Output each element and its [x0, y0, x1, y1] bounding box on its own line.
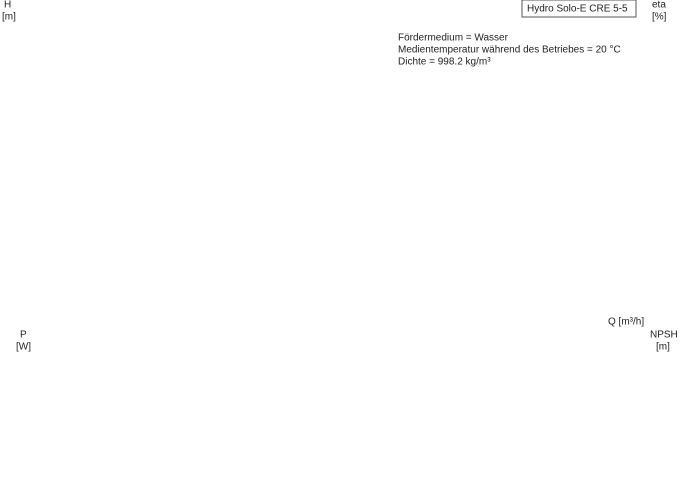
y2-axis-label: eta: [652, 0, 666, 11]
y2-axis-label: NPSH: [650, 330, 678, 341]
y-axis-label: P: [20, 330, 27, 341]
annotation: Dichte = 998.2 kg/m³: [398, 57, 491, 68]
y-axis-label: H: [4, 0, 11, 11]
annotation: Fördermedium = Wasser: [398, 33, 509, 44]
y2-axis-unit: [%]: [652, 12, 667, 23]
title-box: [521, 0, 637, 18]
annotation: Medientemperatur während des Betriebes =…: [398, 45, 621, 56]
labels: Hydro Solo-E CRE 5-5 Fördermedium = Wass…: [2, 0, 678, 353]
y2-axis-unit: [m]: [656, 342, 670, 353]
y-axis-unit: [W]: [16, 342, 31, 353]
x-axis-label: Q [m³/h]: [608, 317, 644, 328]
y-axis-unit: [m]: [2, 12, 16, 23]
chart-title: Hydro Solo-E CRE 5-5: [527, 4, 628, 15]
